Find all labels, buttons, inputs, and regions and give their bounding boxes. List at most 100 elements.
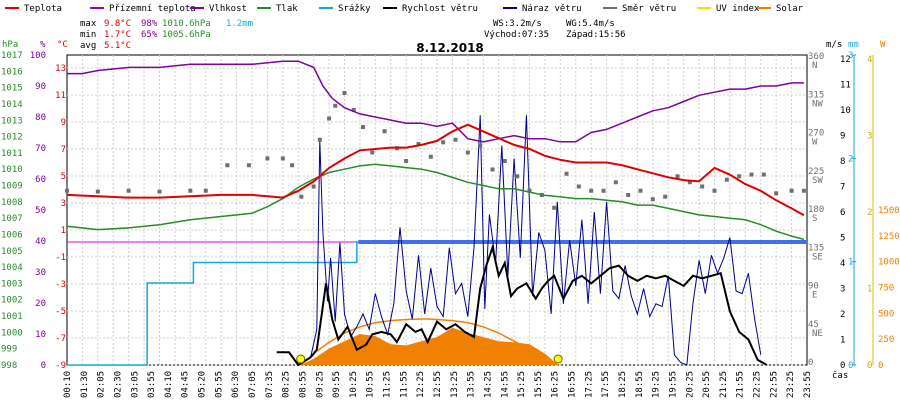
wind-dir-point (188, 188, 193, 193)
x-tick-label: 09:55 (332, 371, 342, 398)
temperature-tick-label: -5 (55, 307, 66, 317)
wind-speed-tick-label: 5 (840, 234, 845, 244)
wind-dir-compass-label: SE (812, 252, 823, 262)
x-tick-label: 08:55 (298, 371, 308, 398)
wind-dir-point (225, 163, 230, 168)
pressure-tick-label: 1015 (1, 84, 23, 94)
wind-dir-point (95, 189, 100, 194)
temperature-tick-label: 13 (55, 64, 66, 74)
humidity-tick-label: 20 (35, 299, 46, 309)
solar-area (300, 327, 559, 365)
wind-dir-compass-label: S (812, 214, 817, 224)
pressure-tick-label: 1007 (1, 214, 23, 224)
humidity-tick-label: 0 (41, 361, 46, 371)
wind-dir-point (465, 150, 470, 155)
temperature-tick-label: 3 (61, 199, 66, 209)
x-tick-label: 13:55 (467, 371, 477, 398)
temperature-tick-label: -1 (55, 253, 66, 263)
pressure-tick-label: 999 (1, 345, 17, 355)
legend-item-label: Vlhkost (209, 4, 247, 14)
wind-dir-point (299, 194, 304, 199)
humidity-tick-label: 10 (35, 330, 46, 340)
wind-speed-tick-label: 6 (840, 208, 845, 218)
humidity-axis-label: % (40, 40, 46, 50)
wind-dir-point (761, 172, 766, 177)
pressure-tick-label: 1012 (1, 133, 23, 143)
x-tick-label: 06:30 (231, 371, 241, 398)
wind-speed-tick-label: 0 (840, 361, 845, 371)
x-tick-label: 21:25 (719, 371, 729, 398)
x-tick-label: 04:45 (181, 371, 191, 398)
wind-speed-tick-label: 4 (840, 259, 845, 269)
rain-tick-label: 3 (848, 51, 853, 61)
wind-speed-tick-label: 2 (840, 310, 845, 320)
chart-legend: Teplota Přízemní teplota Vlhkost Tlak Srážky… (5, 4, 804, 14)
x-tick-label: 22:25 (753, 371, 763, 398)
legend-item-label: Tlak (276, 4, 298, 14)
pressure-tick-label: 1014 (1, 100, 23, 110)
wind-dir-point (687, 180, 692, 185)
stat-max-hum: 98% (141, 19, 158, 29)
legend-item-label: UV index (716, 4, 760, 14)
uv-tick-label: 3 (867, 132, 872, 142)
temperature-tick-label: 5 (61, 172, 66, 182)
wind-dir-point (737, 174, 742, 179)
wind-dir-tick-label: 360 (808, 52, 824, 62)
temperature-tick-label: -3 (55, 280, 66, 290)
wind-dir-point (650, 197, 655, 202)
temperature-tick-label: 1 (61, 226, 66, 236)
x-tick-label: 00:10 (63, 371, 73, 398)
wind-speed-tick-label: 8 (840, 157, 845, 167)
wind-dir-point (552, 205, 557, 210)
temperature-axis-label: °C (57, 40, 68, 50)
sunrise-text: Východ:07:35 (484, 30, 549, 40)
x-tick-label: 04:10 (164, 371, 174, 398)
wind-dir-point (789, 188, 794, 193)
temperature-tick-label: 9 (61, 118, 66, 128)
wind-dir-compass-label: W (812, 138, 818, 148)
solar-axis-label: W (880, 40, 886, 50)
pressure-tick-label: 1004 (1, 263, 23, 273)
wind-dir-point (490, 167, 495, 172)
rain-tick-label: 0 (848, 361, 853, 371)
x-tick-label: 23:25 (786, 371, 796, 398)
x-tick-label: 12:55 (433, 371, 443, 398)
wind-speed-tick-label: 11 (840, 81, 851, 91)
x-tick-label: 14:55 (500, 371, 510, 398)
stat-max-rain: 1.2mm (226, 19, 253, 29)
humidity-line (67, 60, 804, 143)
pressure-tick-label: 1006 (1, 230, 23, 240)
x-tick-label: 03:55 (147, 371, 157, 398)
x-tick-label: 19:25 (652, 371, 662, 398)
pressure-tick-label: 1013 (1, 116, 23, 126)
plot-area (65, 60, 807, 367)
x-tick-label: 17:25 (584, 371, 594, 398)
uv-tick-label: 0 (867, 361, 872, 371)
x-tick-label: 16:25 (551, 371, 561, 398)
solar-tick-label: 1250 (878, 232, 900, 242)
wind-dir-point (576, 184, 581, 189)
stat-max-press: 1010.6hPa (162, 19, 211, 29)
temperature-tick-label: -9 (55, 361, 66, 371)
wind-dir-point (712, 188, 717, 193)
pressure-tick-label: 1010 (1, 165, 23, 175)
x-tick-label: 09:25 (315, 371, 325, 398)
x-tick-label: 12:25 (416, 371, 426, 398)
x-tick-label: 02:30 (113, 371, 123, 398)
x-tick-label: 01:30 (80, 371, 90, 398)
chart-title: 8.12.2018 (416, 41, 484, 55)
uv-tick-label: 4 (867, 55, 872, 65)
wind-dir-point (280, 156, 285, 161)
wind-dir-point (203, 188, 208, 193)
sunset-text: Západ:15:56 (566, 30, 626, 40)
stat-min-label: min (80, 30, 96, 40)
wind-dir-point (246, 163, 251, 168)
wind-dir-point (613, 180, 618, 185)
x-tick-label: 19:55 (668, 371, 678, 398)
stat-min-hum: 65% (141, 30, 158, 40)
wind-dir-point (311, 184, 316, 189)
wind-dir-point (700, 184, 705, 189)
wind-dir-tick-label: 225 (808, 167, 824, 177)
humidity-tick-label: 40 (35, 237, 46, 247)
wind-dir-point (564, 171, 569, 176)
